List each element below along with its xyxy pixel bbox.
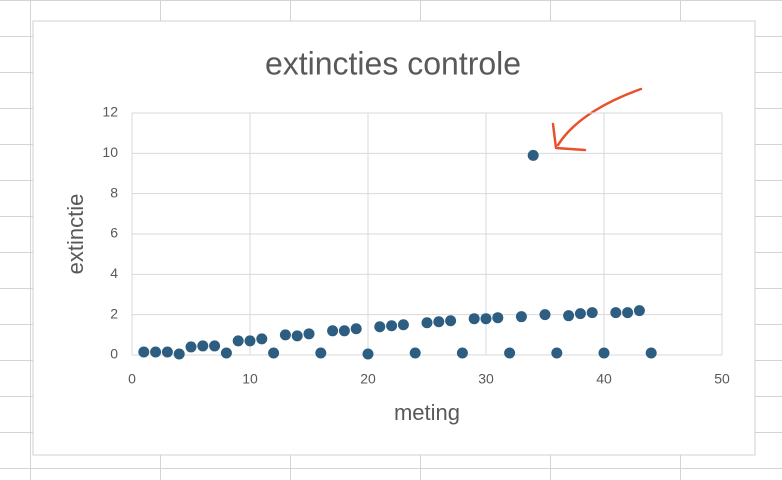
point (232, 335, 244, 347)
point (586, 307, 598, 319)
point (551, 347, 563, 359)
point (150, 346, 162, 358)
chart-title: extincties controle (265, 45, 521, 81)
point (362, 348, 374, 360)
x-tick-label: 40 (596, 371, 612, 387)
point (492, 312, 504, 324)
point (527, 149, 539, 161)
y-tick-label: 10 (102, 144, 118, 160)
point (468, 313, 480, 325)
x-tick-label: 20 (360, 371, 376, 387)
point (279, 329, 291, 341)
y-tick-label: 2 (110, 305, 118, 321)
point (197, 340, 209, 352)
point (374, 321, 386, 333)
y-tick-label: 12 (102, 104, 118, 120)
point (268, 347, 280, 359)
point (338, 325, 350, 337)
point (456, 347, 468, 359)
y-tick-label: 0 (110, 346, 118, 362)
point (433, 316, 445, 328)
point (574, 308, 586, 320)
point (209, 340, 221, 352)
point (539, 309, 551, 321)
point (386, 320, 398, 332)
point (409, 347, 421, 359)
point (445, 315, 457, 327)
y-axis-title: extinctie (63, 194, 88, 275)
point (504, 347, 516, 359)
point (327, 325, 339, 337)
point (350, 323, 362, 335)
point (244, 335, 256, 347)
x-tick-label: 30 (478, 371, 494, 387)
x-tick-label: 50 (714, 371, 730, 387)
point (397, 319, 409, 331)
annotation-arrow (551, 87, 643, 152)
point (173, 348, 185, 360)
point (622, 307, 634, 319)
y-tick-label: 6 (110, 225, 118, 241)
x-tick-label: 10 (242, 371, 258, 387)
point (563, 310, 575, 322)
point (256, 333, 268, 345)
x-tick-label: 0 (128, 371, 136, 387)
point (610, 307, 622, 319)
point (291, 330, 303, 342)
point (480, 313, 492, 325)
point (598, 347, 610, 359)
point (220, 347, 232, 359)
point (633, 305, 645, 317)
point (315, 347, 327, 359)
point (185, 341, 197, 353)
point (421, 317, 433, 329)
y-tick-label: 8 (110, 184, 118, 200)
point (303, 328, 315, 340)
point (161, 346, 173, 358)
point (515, 311, 527, 323)
chart-area (32, 20, 756, 456)
x-axis-title: meting (394, 400, 460, 425)
point (138, 346, 150, 358)
y-tick-label: 4 (110, 265, 118, 281)
point (645, 347, 657, 359)
